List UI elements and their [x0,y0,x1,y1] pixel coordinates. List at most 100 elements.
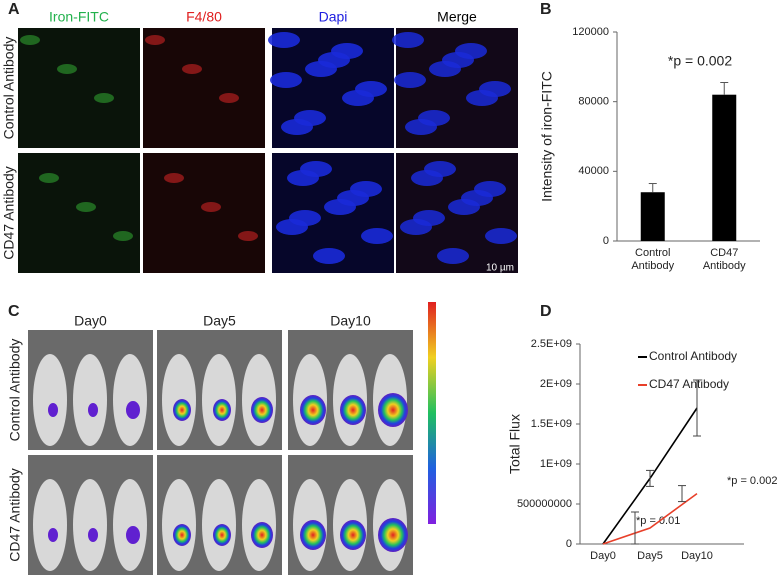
cell [57,64,77,74]
y-axis-label: Intensity of iron-FITC [539,71,555,202]
cell [394,72,426,88]
mouse [73,479,107,571]
y-tick-label: 0 [603,235,609,247]
row-label: Control Antibody [7,339,23,442]
scale-label: 10 µm [486,263,514,274]
signal [251,397,273,423]
row-label: CD47 Antibody [7,468,23,561]
y-tick-label: 120000 [572,26,609,38]
x-tick-label: Day10 [681,550,713,562]
signal [88,528,98,542]
y-tick-label: 500000000 [517,498,572,510]
signal [126,401,140,419]
signal [173,524,191,546]
micrograph [143,153,265,273]
y-tick-label: 2E+09 [540,378,572,390]
column-header: Day10 [330,313,371,329]
y-tick-label: 1.5E+09 [531,418,572,430]
cell [289,210,321,226]
row-label: Control Antibody [1,37,17,140]
column-header: Day5 [203,313,236,329]
signal [173,399,191,421]
column-header: Merge [437,9,477,25]
cell [474,181,506,197]
cell [270,72,302,88]
y-tick-label: 2.5E+09 [531,338,572,350]
mouse [113,354,147,446]
signal [48,403,58,417]
cell [164,173,184,183]
cell [331,43,363,59]
signal [126,526,140,544]
cell [145,35,165,45]
cell [355,81,387,97]
cell [300,161,332,177]
column-header: Iron-FITC [49,9,109,25]
panel-label: D [540,303,552,320]
mouse [33,354,67,446]
cell [418,110,450,126]
signal [300,520,326,550]
cell [268,32,300,48]
cell [413,210,445,226]
signal [378,518,408,552]
signal [340,520,366,550]
cell [361,228,393,244]
x-tick-label: Day5 [637,550,663,562]
y-tick-label: 1E+09 [540,458,572,470]
cell [294,110,326,126]
column-header: Dapi [319,9,348,25]
mouse [73,354,107,446]
bar [712,94,737,241]
line [602,492,698,545]
mouse [113,479,147,571]
y-axis-label: Total Flux [507,414,523,474]
annotation: *p = 0.01 [636,515,680,527]
color-bar [428,302,436,524]
micrograph [143,28,265,148]
signal [378,393,408,427]
x-tick-label: CD47 Antibody [703,247,746,272]
row-label: CD47 Antibody [1,166,17,259]
cell [113,231,133,241]
x-tick-label: Day0 [590,550,616,562]
annotation: *p = 0.002 [727,475,777,487]
cell [182,64,202,74]
cell [479,81,511,97]
mouse [33,479,67,571]
cell [201,202,221,212]
cell [485,228,517,244]
cell [455,43,487,59]
cell [350,181,382,197]
y-tick-label: 80000 [578,96,609,108]
cell [424,161,456,177]
signal [213,399,231,421]
panel-label: A [8,1,20,18]
signal [300,395,326,425]
bar [640,192,665,241]
micrograph [18,153,140,273]
legend-label: CD47 Antibody [649,377,729,391]
column-header: F4/80 [186,9,222,25]
signal [48,528,58,542]
micrograph [18,28,140,148]
cell [94,93,114,103]
panel-label: B [540,1,552,18]
panel-label: C [8,303,20,320]
signal [88,403,98,417]
signal [251,522,273,548]
cell [437,248,469,264]
cell [238,231,258,241]
cell [313,248,345,264]
cell [392,32,424,48]
cell [20,35,40,45]
column-header: Day0 [74,313,107,329]
y-tick-label: 40000 [578,165,609,177]
signal [213,524,231,546]
legend-label: Control Antibody [649,349,737,363]
x-tick-label: Control Antibody [631,247,674,272]
cell [39,173,59,183]
y-tick-label: 0 [566,538,572,550]
cell [219,93,239,103]
